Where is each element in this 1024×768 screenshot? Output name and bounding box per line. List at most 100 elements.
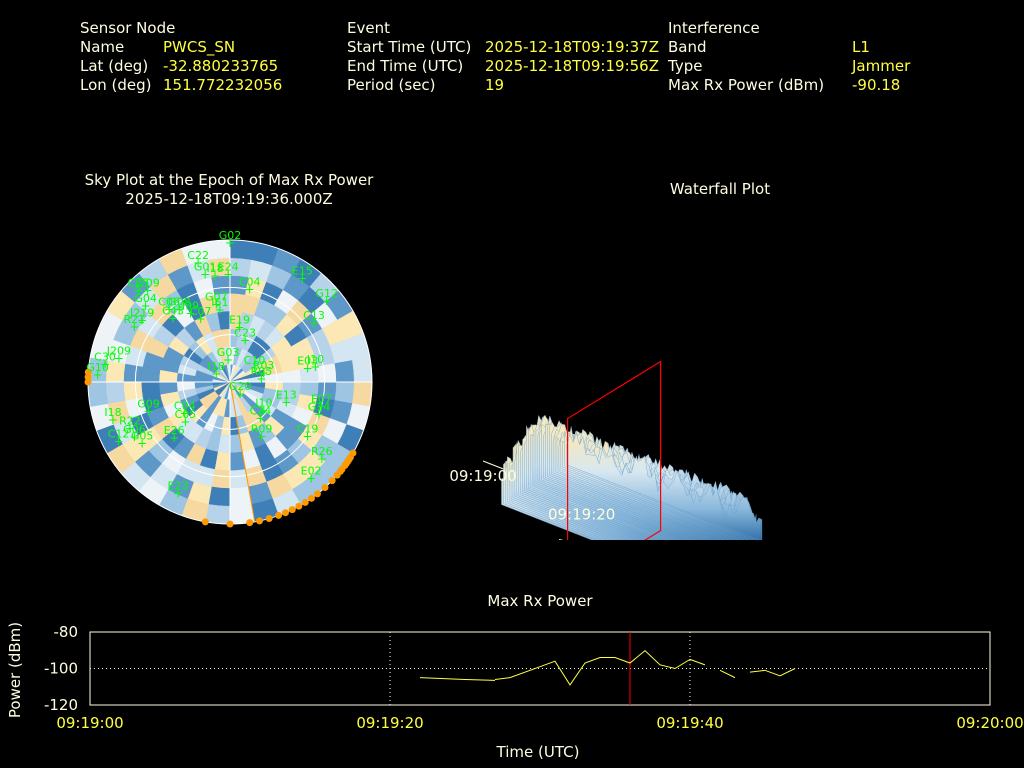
satellite-label: R03 xyxy=(253,359,275,372)
satellite-marker: +I99 xyxy=(182,300,199,321)
satellite-plus: + xyxy=(322,294,332,308)
satellite-label: G04 xyxy=(134,292,157,305)
power-x-tick-label: 09:20:00 xyxy=(956,714,1023,732)
satellite-label: C10 xyxy=(244,354,266,367)
jammer-track-point xyxy=(295,502,303,510)
skyplot-cell xyxy=(105,381,126,404)
event-end-label: End Time (UTC) xyxy=(347,57,464,75)
satellite-marker: +G12 xyxy=(315,287,338,308)
satellite-marker: +I18 xyxy=(104,406,121,427)
jammer-track-point xyxy=(288,506,296,514)
satellite-marker: +I61 xyxy=(211,296,228,317)
satellite-plus: + xyxy=(143,284,153,298)
skyplot-cell xyxy=(87,381,108,407)
waterfall-time-marker xyxy=(567,360,662,540)
satellite-plus: + xyxy=(297,272,307,286)
satellite-plus: + xyxy=(100,357,110,371)
satellite-plus: + xyxy=(129,430,139,444)
satellite-plus: + xyxy=(314,407,324,421)
jammer-track-point xyxy=(265,514,273,522)
interference-power-label: Max Rx Power (dBm) xyxy=(668,76,825,94)
satellite-label: E07 xyxy=(311,393,332,406)
satellite-plus: + xyxy=(186,307,196,321)
satellite-marker: +C07 xyxy=(190,305,212,326)
satellite-label: C23 xyxy=(234,326,256,339)
jammer-track-point xyxy=(281,509,289,517)
satellite-plus: + xyxy=(180,415,190,429)
power-line-segment xyxy=(749,668,796,677)
satellite-plus: + xyxy=(258,366,268,380)
satellite-marker: +E03 xyxy=(297,354,318,375)
jammer-track-point xyxy=(301,498,309,506)
skyplot-subtitle: 2025-12-18T09:19:36.000Z xyxy=(125,190,333,208)
satellite-label: G01 xyxy=(194,260,217,273)
satellite-marker: +R03 xyxy=(253,359,275,380)
satellite-marker: +E02 xyxy=(301,465,322,486)
satellite-marker: +R05 xyxy=(251,365,273,386)
satellite-plus: + xyxy=(303,429,313,443)
event-start-label: Start Time (UTC) xyxy=(347,38,472,56)
jammer-track-point xyxy=(201,518,209,526)
satellite-marker: +G20 xyxy=(229,380,252,401)
satellite-marker: +G09 xyxy=(137,398,160,419)
satellite-label: C25 xyxy=(128,277,150,290)
satellite-label: C22 xyxy=(187,249,209,262)
satellite-label: G10 xyxy=(86,361,109,374)
satellite-plus: + xyxy=(169,431,179,445)
satellite-plus: + xyxy=(255,411,265,425)
satellite-marker: +G06 xyxy=(123,423,146,444)
skyplot-cell xyxy=(229,486,252,507)
satellite-plus: + xyxy=(281,396,291,410)
satellite-marker: +E15 xyxy=(292,265,313,286)
satellite-label: G06 xyxy=(123,423,146,436)
satellite-plus: + xyxy=(125,422,135,436)
satellite-marker: +C04 xyxy=(239,275,261,296)
jammer-track-point xyxy=(328,477,336,485)
sensor-lat-label: Lat (deg) xyxy=(80,57,149,75)
satellite-label: E03 xyxy=(297,354,318,367)
event-period-value: 19 xyxy=(485,76,505,94)
satellite-marker: +I18 xyxy=(208,360,225,381)
satellite-marker: +G04 xyxy=(134,292,157,313)
satellite-marker: +I10 xyxy=(307,353,324,374)
time-tick-label: 09:19:00 xyxy=(449,467,516,485)
satellite-label: G07 xyxy=(205,290,228,303)
satellite-label: G03 xyxy=(217,346,240,359)
satellite-marker: +C10 xyxy=(244,354,266,375)
interference-band-label: Band xyxy=(668,38,707,56)
satellite-label: R21 xyxy=(124,313,146,326)
sensor-lat-value: -32.880233765 xyxy=(163,57,279,75)
jammer-track-point xyxy=(313,490,321,498)
satellite-marker: +C30 xyxy=(94,350,116,371)
power-chart-title: Max Rx Power xyxy=(487,592,593,610)
skyplot-cell xyxy=(205,504,231,525)
satellite-plus: + xyxy=(303,361,313,375)
power-line-segment xyxy=(494,649,691,686)
satellite-label: C07 xyxy=(190,305,212,318)
satellite-plus: + xyxy=(256,372,266,386)
skyplot-cell xyxy=(352,357,373,383)
satellite-plus: + xyxy=(137,313,147,327)
satellite-marker: +R26 xyxy=(311,445,333,466)
satellite-plus: + xyxy=(225,236,235,250)
satellite-label: I61 xyxy=(211,296,228,309)
satellite-marker: +C13 xyxy=(303,309,325,330)
satellite-marker: +G10 xyxy=(86,361,109,382)
jammer-track xyxy=(84,368,357,528)
satellite-plus: + xyxy=(193,256,203,270)
satellite-marker: +G05 xyxy=(131,430,154,451)
satellite-plus: + xyxy=(309,316,319,330)
satellite-label: G09 xyxy=(137,398,160,411)
satellite-label: C06 xyxy=(158,295,180,308)
satellite-marker: +C22 xyxy=(187,249,209,270)
power-y-tick-label: -80 xyxy=(54,623,79,641)
satellite-label: R22 xyxy=(119,415,141,428)
interference-type-label: Type xyxy=(668,57,703,75)
power-x-tick-label: 09:19:00 xyxy=(56,714,123,732)
sensor-lon-value: 151.772232056 xyxy=(163,76,283,94)
event-end-value: 2025-12-18T09:19:56Z xyxy=(485,57,659,75)
sensor-lon-label: Lon (deg) xyxy=(80,76,152,94)
satellite-label: G12 xyxy=(315,287,338,300)
satellite-marker: +C24 xyxy=(250,404,272,425)
